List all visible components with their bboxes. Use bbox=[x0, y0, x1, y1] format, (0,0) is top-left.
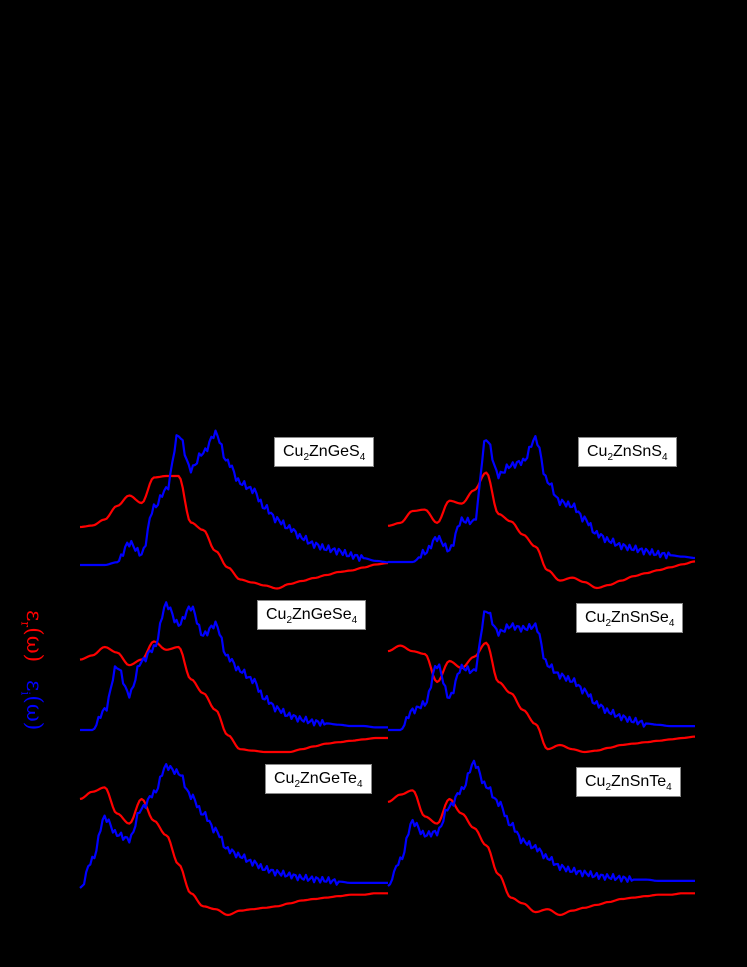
legend-text: Cu bbox=[283, 443, 304, 460]
legend-text: ZnGeSe bbox=[292, 606, 352, 623]
real-part-curve-Cu2ZnSnS4 bbox=[387, 471, 696, 590]
imag-part-curve-Cu2ZnGeTe4 bbox=[79, 762, 388, 889]
legend-subscript: 2 bbox=[605, 618, 612, 629]
panel-Cu2ZnSnSe4 bbox=[387, 610, 696, 754]
legend-subscript: 2 bbox=[607, 452, 614, 463]
panel-Cu2ZnGeTe4 bbox=[79, 762, 388, 917]
omega-argument: (ω) bbox=[21, 695, 46, 731]
imag-part-curve-Cu2ZnGeS4 bbox=[80, 429, 389, 567]
legend-text: Cu bbox=[585, 773, 606, 790]
panel-grid bbox=[79, 429, 696, 917]
legend-subscript: 4 bbox=[351, 615, 358, 626]
legend-subscript: 2 bbox=[286, 615, 293, 626]
epsilon-symbol: ε bbox=[21, 680, 46, 692]
imag-part-curve-Cu2ZnGeSe4 bbox=[80, 601, 388, 732]
legend-subscript: 4 bbox=[661, 452, 668, 463]
legend-subscript: 4 bbox=[666, 782, 672, 793]
legend-panel-5: Cu2ZnSnTe4 bbox=[576, 767, 681, 797]
y-label-real-part: εr(ω) bbox=[19, 610, 46, 662]
legend-panel-4: Cu2ZnGeTe4 bbox=[265, 764, 372, 794]
real-part-curve-Cu2ZnSnSe4 bbox=[387, 641, 696, 754]
panel-Cu2ZnSnTe4 bbox=[387, 759, 695, 917]
legend-subscript: 2 bbox=[605, 782, 612, 793]
legend-text: ZnSnTe bbox=[611, 773, 667, 790]
legend-panel-2: Cu2ZnGeSe4 bbox=[257, 600, 367, 630]
legend-subscript: 4 bbox=[668, 618, 675, 629]
legend-panel-1: Cu2ZnSnS4 bbox=[578, 437, 677, 467]
legend-text: Cu bbox=[274, 770, 295, 787]
legend-panel-0: Cu2ZnGeS4 bbox=[274, 437, 375, 467]
legend-text: ZnSnSe bbox=[611, 609, 669, 626]
legend-subscript: 2 bbox=[303, 452, 310, 463]
legend-text: ZnGeS bbox=[309, 443, 360, 460]
panel-Cu2ZnGeSe4 bbox=[79, 601, 388, 754]
real-part-curve-Cu2ZnGeSe4 bbox=[79, 640, 388, 754]
epsilon-symbol: ε bbox=[21, 610, 46, 622]
y-axis-label: εr(ω) εi(ω) bbox=[2, 600, 62, 740]
real-part-curve-Cu2ZnGeTe4 bbox=[79, 786, 388, 917]
legend-text: Cu bbox=[587, 443, 608, 460]
legend-subscript: 2 bbox=[294, 779, 301, 790]
legend-text: ZnSnS bbox=[613, 443, 662, 460]
imag-part-curve-Cu2ZnSnS4 bbox=[388, 435, 696, 564]
legend-panel-3: Cu2ZnSnSe4 bbox=[576, 603, 684, 633]
panel-Cu2ZnGeS4 bbox=[79, 429, 389, 590]
real-part-curve-Cu2ZnSnTe4 bbox=[387, 789, 695, 917]
real-part-curve-Cu2ZnGeS4 bbox=[79, 474, 389, 590]
legend-text: Cu bbox=[266, 606, 287, 623]
legend-subscript: 4 bbox=[359, 452, 366, 463]
y-label-imag-part: εi(ω) bbox=[19, 680, 46, 730]
imag-part-curve-Cu2ZnSnSe4 bbox=[388, 610, 695, 732]
imag-part-curve-Cu2ZnSnTe4 bbox=[387, 759, 695, 887]
legend-text: ZnGeTe bbox=[300, 770, 357, 787]
legend-subscript: 4 bbox=[356, 779, 363, 790]
omega-argument: (ω) bbox=[21, 627, 46, 663]
legend-text: Cu bbox=[585, 609, 606, 626]
panel-Cu2ZnSnS4 bbox=[387, 435, 696, 590]
